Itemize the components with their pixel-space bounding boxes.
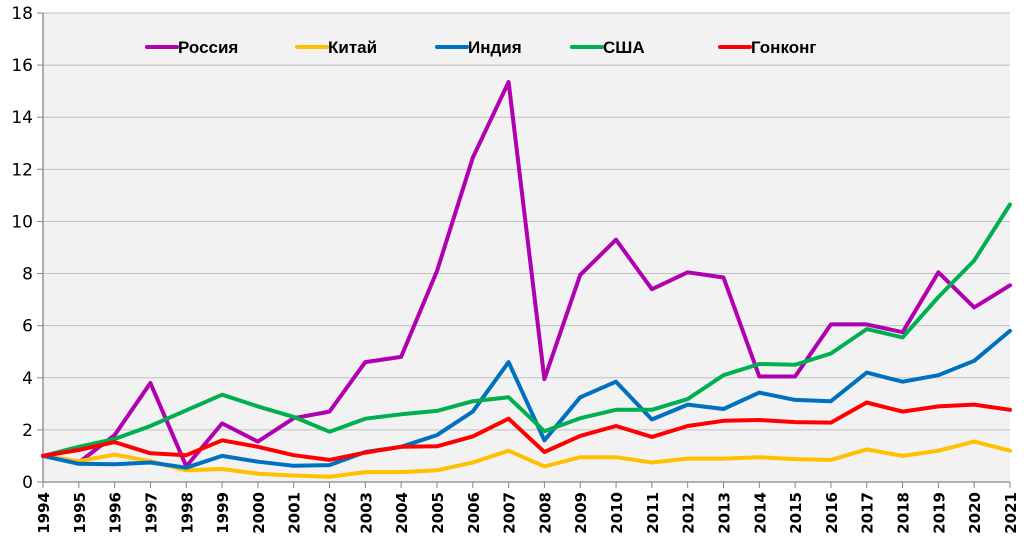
legend-item: Россия: [145, 38, 238, 57]
y-axis-ticks: 0 2 4 6 8 10 12 14 16 18: [11, 4, 43, 493]
x-tick-label: 2017: [859, 492, 877, 534]
x-tick-label: 1995: [71, 492, 89, 534]
x-tick-label: 1996: [107, 492, 125, 534]
x-tick-label: 2021: [1002, 492, 1020, 534]
axes: [42, 13, 1010, 483]
x-tick-label: 2006: [465, 492, 483, 534]
legend-item: Индия: [435, 38, 522, 57]
y-tick-label: 10: [11, 212, 33, 232]
x-tick-label: 1999: [214, 492, 232, 534]
x-axis-ticks: 1994 1995 1996 1997 1998 1999 2000 2001 2002 2003…: [35, 482, 1020, 534]
y-tick-label: 14: [11, 108, 33, 128]
legend-label: Индия: [468, 38, 522, 57]
y-tick-label: 16: [11, 56, 33, 76]
x-tick-label: 2012: [680, 492, 698, 534]
x-tick-label: 2008: [536, 492, 554, 534]
legend: Россия Китай Индия США Гонконг: [145, 38, 816, 57]
y-tick-label: 0: [22, 473, 33, 493]
x-tick-label: 2007: [501, 492, 519, 534]
legend-label: Китай: [328, 38, 377, 57]
x-tick-label: 2009: [572, 492, 590, 534]
x-tick-label: 2011: [644, 492, 662, 534]
x-tick-label: 2014: [751, 492, 769, 534]
y-tick-label: 4: [22, 369, 33, 389]
legend-label: Россия: [178, 38, 238, 57]
x-tick-label: 1994: [35, 492, 53, 534]
x-tick-label: 1997: [142, 492, 160, 534]
y-tick-label: 8: [22, 265, 33, 285]
y-tick-label: 2: [22, 421, 33, 441]
x-tick-label: 2001: [286, 492, 304, 534]
x-tick-label: 2015: [787, 492, 805, 534]
x-tick-label: 2013: [715, 492, 733, 534]
y-tick-label: 18: [11, 4, 33, 24]
series-line-1: [41, 439, 1012, 479]
x-tick-label: 2020: [966, 492, 984, 534]
legend-label: Гонконг: [751, 38, 816, 57]
gridlines: [43, 12, 1010, 431]
x-tick-label: 2016: [823, 492, 841, 534]
legend-item: Гонконг: [718, 38, 816, 57]
series-lines: [41, 80, 1012, 479]
series-line-4: [41, 400, 1012, 462]
x-tick-label: 1998: [178, 492, 196, 534]
x-tick-label: 2019: [930, 492, 948, 534]
series-line-2: [41, 328, 1012, 470]
series-line-0: [41, 80, 1012, 469]
x-tick-label: 2018: [895, 492, 913, 534]
x-tick-label: 2000: [250, 492, 268, 534]
legend-item: США: [570, 38, 645, 57]
x-tick-label: 2010: [608, 492, 626, 534]
x-tick-label: 2005: [429, 492, 447, 534]
x-tick-label: 2003: [357, 492, 375, 534]
y-tick-label: 12: [11, 160, 33, 180]
y-tick-label: 6: [22, 317, 33, 337]
series-line-3: [41, 202, 1012, 458]
legend-label: США: [603, 38, 645, 57]
legend-item: Китай: [295, 38, 377, 57]
x-tick-label: 2002: [322, 492, 340, 534]
x-tick-label: 2004: [393, 492, 411, 534]
